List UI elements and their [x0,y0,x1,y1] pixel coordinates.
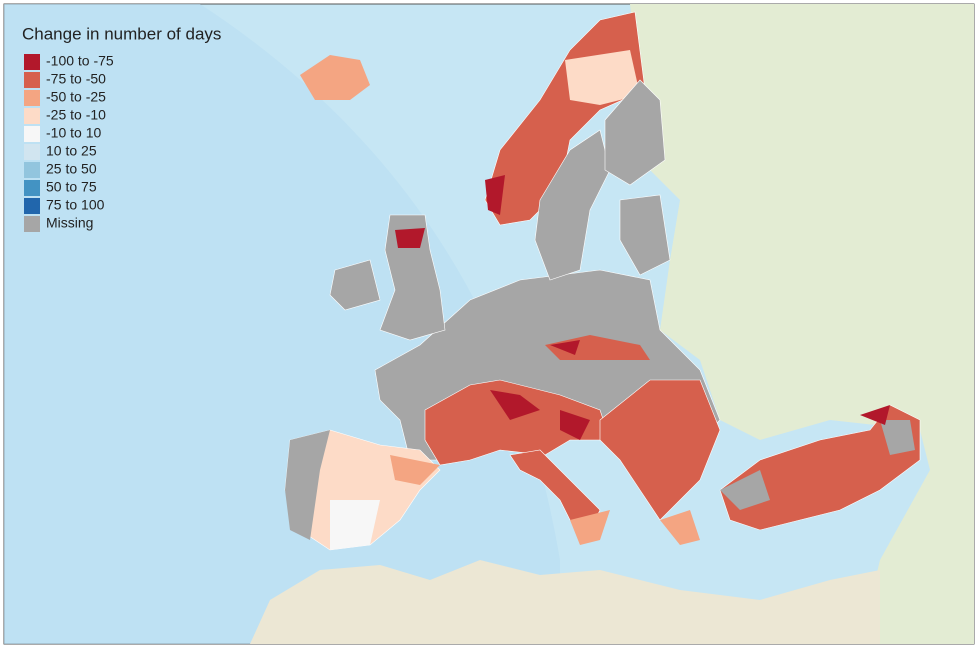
region-turkey-dark [860,405,890,425]
legend-swatch [24,108,40,124]
region-sweden [534,129,611,281]
legend-swatch [24,162,40,178]
legend-swatch [24,216,40,232]
legend-label: -50 to -25 [46,89,106,105]
region-finland [604,79,666,186]
region-catalonia [390,455,440,485]
region-alps-dark [490,390,590,440]
region-carpathians-dark [550,340,580,355]
legend: Change in number of days -100 to -75 -75 … [22,24,221,232]
legend-label: 10 to 25 [46,143,97,159]
land-africa [250,560,880,644]
region-portugal [285,430,330,540]
legend-swatch [24,126,40,142]
region-britain [379,214,446,341]
region-turkey [719,404,921,531]
legend-label: -10 to 10 [46,125,101,141]
legend-swatch [24,144,40,160]
region-scotland [395,228,425,248]
region-south-italy [570,510,610,545]
region-carpathians [545,335,650,360]
legend-label: 50 to 75 [46,179,97,195]
legend-swatch [24,180,40,196]
region-greece [660,510,700,545]
region-turkey-missing [720,420,915,510]
legend-label: -100 to -75 [46,53,114,69]
region-west-norway [485,175,505,215]
legend-label: 75 to 100 [46,197,105,213]
region-south-spain [330,500,380,550]
legend-swatch [24,90,40,106]
legend-label: -75 to -50 [46,71,106,87]
legend-label: -25 to -10 [46,107,106,123]
legend-label: 25 to 50 [46,161,97,177]
legend-title: Change in number of days [22,24,221,43]
region-ireland [329,259,381,311]
region-balkans [599,379,721,521]
legend-swatch [24,198,40,214]
region-north-norway [565,50,640,105]
legend-swatch [24,54,40,70]
legend-swatch [24,72,40,88]
region-baltics [619,194,671,276]
land-east [630,4,974,644]
legend-label: Missing [46,215,93,231]
region-iceland [300,55,370,100]
